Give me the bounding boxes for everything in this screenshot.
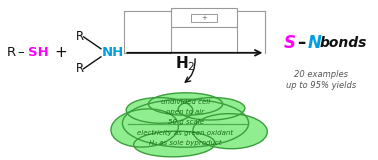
Text: H₂ as sole byproduct: H₂ as sole byproduct [149,140,222,146]
Text: –: – [297,34,305,52]
Text: S: S [284,34,296,52]
Text: R: R [76,62,84,75]
Ellipse shape [126,98,193,123]
Text: –: – [17,46,24,59]
FancyBboxPatch shape [171,8,237,27]
Text: H$_2$: H$_2$ [175,55,196,73]
Ellipse shape [178,98,245,120]
Text: open to air: open to air [166,109,204,115]
Text: N: N [308,34,322,52]
Text: undivided cell: undivided cell [161,99,210,105]
Ellipse shape [134,131,215,157]
Ellipse shape [193,114,267,149]
Ellipse shape [149,93,223,115]
Text: electricity as green oxidant: electricity as green oxidant [138,130,234,136]
FancyBboxPatch shape [191,14,217,22]
Text: NH: NH [102,46,124,59]
Text: +: + [55,45,68,60]
Text: R: R [7,46,16,59]
Text: 20 examples
up to 95% yields: 20 examples up to 95% yields [286,70,356,90]
Ellipse shape [122,99,249,147]
Text: SH: SH [28,46,49,59]
Ellipse shape [111,109,178,147]
Text: bonds: bonds [320,36,367,50]
Text: +: + [201,15,207,21]
Text: 50 g scale: 50 g scale [167,119,203,125]
Text: R: R [76,30,84,43]
